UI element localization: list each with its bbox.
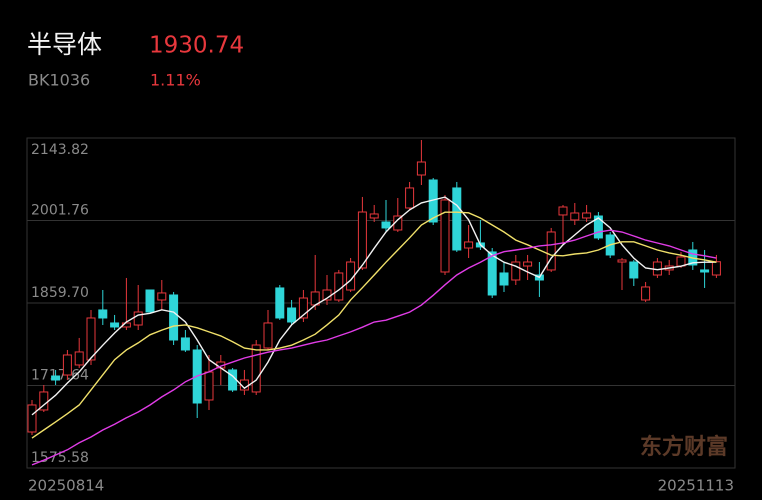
candle-body [228,369,238,391]
candle-body [369,213,379,219]
candle-body [51,375,61,381]
candle-body [145,289,155,313]
candle-body [298,297,308,319]
candle-body [275,287,285,319]
candle-body [204,371,214,401]
sector-name: 半导体 [27,30,102,59]
candle-body [180,337,190,351]
candle-body [334,272,344,301]
candle-body [558,206,568,216]
candle-body [452,187,462,251]
candle-body [593,215,603,239]
candle-body [62,354,72,376]
moving-average-line [31,211,717,439]
y-tick-label: 2001.76 [31,203,89,219]
candle-body [487,251,497,296]
candle-body [511,261,521,281]
sector-code: BK1036 [28,71,90,90]
candle-body [416,161,426,176]
candle-body [169,294,179,341]
x-tick-label: 20251113 [658,477,734,495]
candle-body [110,322,120,328]
candle-body [357,211,367,269]
moving-average-line [31,229,717,466]
candle-body [570,212,580,221]
candle-body [652,261,662,276]
candle-body [641,286,651,301]
candle-body [251,344,261,393]
candle-body [263,322,273,349]
candle-body [582,212,592,219]
candle-body [499,272,509,286]
plot: 1575.581717.641859.702001.762143.82东方财富2… [27,139,735,495]
candle-body [676,256,686,267]
candle-body [629,261,639,279]
x-tick-label: 20250814 [28,477,104,495]
candle-body [86,317,96,361]
change: 1.11% [150,71,201,90]
candle-body [464,241,474,249]
candle-body [711,261,721,276]
y-tick-label: 1575.58 [31,450,89,466]
moving-average-line [31,196,717,416]
candle-body [405,187,415,209]
candle-body [287,307,297,323]
candle-body [523,261,533,267]
candle-body [74,351,84,366]
candle-body [617,259,627,263]
price: 1930.74 [149,33,244,59]
candle-body [157,292,167,301]
candle-body [133,311,143,326]
candle-body [27,404,37,433]
y-tick-label: 2143.82 [31,142,89,158]
candle-body [440,199,450,273]
candle-body [381,221,391,229]
candle-body [700,269,710,273]
candle-body [98,309,108,319]
candle-body [546,231,556,271]
y-tick-label: 1859.70 [31,285,89,301]
watermark: 东方财富 [640,434,728,460]
